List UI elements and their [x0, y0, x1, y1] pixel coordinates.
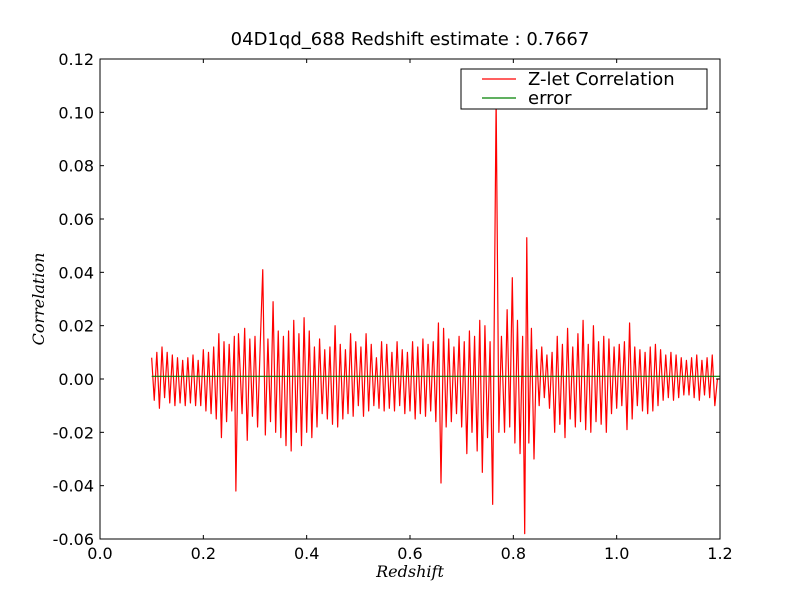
chart-title: 04D1qd_688 Redshift estimate : 0.7667 [231, 29, 590, 50]
series-z-let-correlation-line [151, 98, 720, 535]
y-tick-label: 0.04 [58, 263, 94, 282]
y-tick-label: 0.02 [58, 317, 94, 336]
x-axis-label: Redshift [375, 562, 444, 581]
y-axis-label: Correlation [29, 253, 48, 346]
y-tick-label: -0.04 [53, 477, 94, 496]
series-layer [151, 98, 720, 535]
y-tick-label: 0.08 [58, 157, 94, 176]
y-tick-label: 0.00 [58, 370, 94, 389]
x-tick-label: 0.4 [294, 544, 319, 563]
legend-box [460, 68, 708, 110]
x-tick-label: 0.2 [191, 544, 216, 563]
ticks-layer: 0.0 0.2 0.4 0.6 0.8 1.0 1.2 -0.06 -0.04 -0.02 0.00… [53, 50, 733, 563]
x-tick-label: 1.2 [707, 544, 732, 563]
plot-background [100, 59, 720, 539]
y-tick-label: 0.06 [58, 210, 94, 229]
x-tick-label: 0.0 [87, 544, 112, 563]
y-tick-label: -0.06 [53, 530, 94, 549]
y-tick-label: 0.12 [58, 50, 94, 69]
x-tick-label: 1.0 [604, 544, 629, 563]
plot-area: 0.0 0.2 0.4 0.6 0.8 1.0 1.2 -0.06 -0.04 -0.02 0.00… [53, 50, 733, 563]
y-tick-label: -0.02 [53, 423, 94, 442]
x-tick-label: 0.6 [397, 544, 422, 563]
legend-label-z-let-correlation: Z-let Correlation [528, 69, 675, 90]
legend: Z-let Correlation error [460, 68, 708, 110]
x-tick-label: 0.8 [501, 544, 526, 563]
y-tick-label: 0.10 [58, 103, 94, 122]
legend-label-error: error [528, 88, 572, 109]
